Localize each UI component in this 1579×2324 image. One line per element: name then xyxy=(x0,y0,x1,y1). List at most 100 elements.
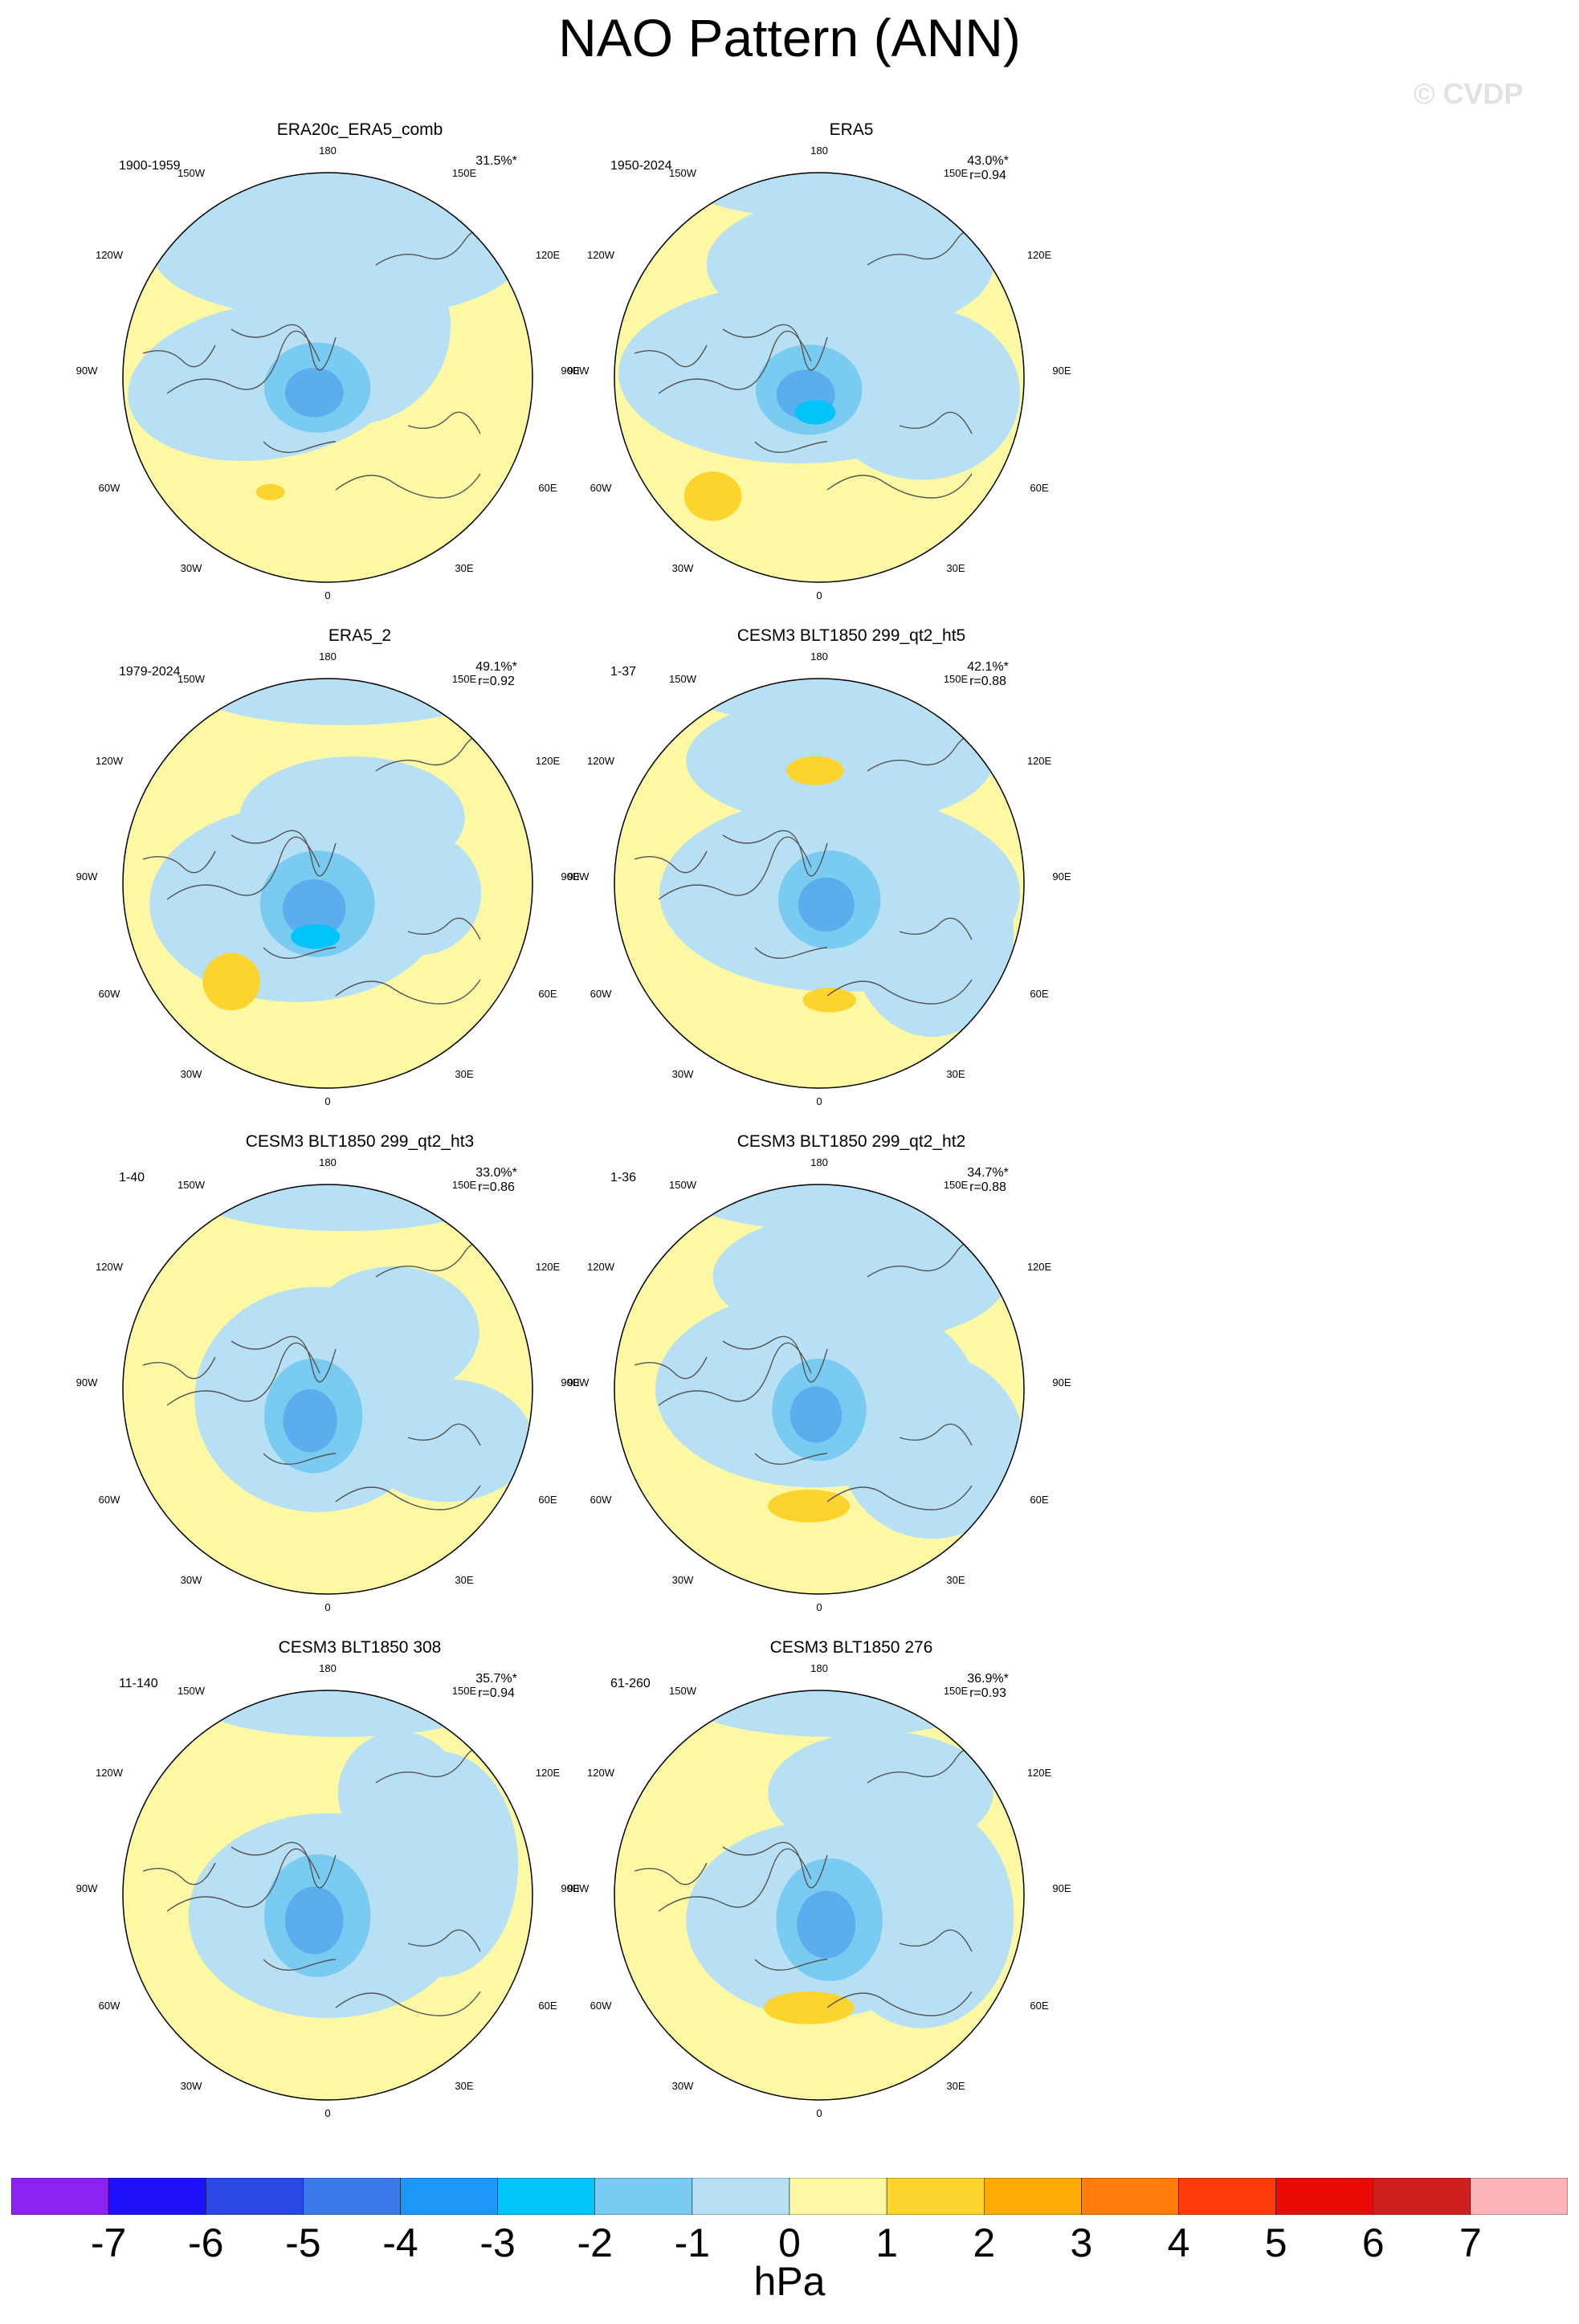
explained-variance: 33.0%* xyxy=(475,1166,517,1180)
explained-variance: 35.7%* xyxy=(475,1672,517,1686)
coastline xyxy=(722,1841,828,1889)
colorbar-swatch xyxy=(886,2178,985,2215)
longitude-label: 150E xyxy=(451,1685,477,1697)
longitude-label: 90W xyxy=(75,870,98,883)
positive-anomaly-core xyxy=(786,756,844,785)
longitude-label: 180 xyxy=(319,145,337,157)
longitude-label: 60W xyxy=(590,482,612,494)
panel-period: 1979-2024 xyxy=(119,665,181,679)
longitude-label: 90W xyxy=(75,1376,98,1388)
polar-map xyxy=(614,1184,1025,1595)
map-panel: CESM3 BLT1850 299_qt2_ht5 1-37 42.1%* r=0.8… xyxy=(386,626,1092,1134)
colorbar xyxy=(11,2178,1568,2215)
longitude-label: 120W xyxy=(96,755,123,767)
panel-period: 1-36 xyxy=(610,1171,637,1184)
coastline xyxy=(826,979,973,1005)
longitude-label: 60E xyxy=(1030,1494,1049,1506)
positive-anomaly-core xyxy=(683,471,742,521)
core-negative-anomaly xyxy=(797,1890,856,1959)
longitude-label: 60E xyxy=(538,1494,557,1506)
colorbar-tick: -4 xyxy=(382,2220,418,2265)
core-negative-anomaly xyxy=(790,1386,843,1443)
coastline xyxy=(407,411,481,434)
longitude-label: 150W xyxy=(177,167,205,179)
polar-map xyxy=(122,678,533,1089)
negative-anomaly-region xyxy=(823,308,1020,480)
longitude-label: 30E xyxy=(455,562,474,574)
coastline xyxy=(826,1991,973,2016)
longitude-label: 120E xyxy=(1026,1767,1052,1779)
longitude-label: 90E xyxy=(561,870,580,883)
coastline xyxy=(722,324,828,371)
longitude-label: 120E xyxy=(535,755,561,767)
coastline xyxy=(166,1848,320,1912)
longitude-label: 30E xyxy=(455,1574,474,1586)
peak-negative-anomaly xyxy=(291,924,341,949)
coastline xyxy=(754,1453,828,1465)
explained-variance: 31.5%* xyxy=(475,154,517,168)
coastline xyxy=(658,330,812,394)
panel-period: 1-37 xyxy=(610,665,637,679)
negative-anomaly-region xyxy=(360,1379,532,1502)
pattern-correlation: r=0.94 xyxy=(478,1686,515,1700)
colorbar-tick: 4 xyxy=(1167,2220,1190,2265)
longitude-label: 30W xyxy=(671,562,694,574)
colorbar-tick: -7 xyxy=(90,2220,127,2265)
map-boundary xyxy=(614,1184,1025,1595)
map-boundary xyxy=(122,172,533,583)
map-panel: ERA5 1950-2024 43.0%* r=0.94 180 0 150W 150E 120… xyxy=(386,120,1092,628)
colorbar-tick: -5 xyxy=(285,2220,321,2265)
longitude-label: 30W xyxy=(671,1068,694,1080)
colorbar-swatch xyxy=(303,2178,401,2215)
explained-variance: 36.9%* xyxy=(967,1672,1009,1686)
negative-anomaly-region xyxy=(190,1184,498,1231)
longitude-label: 120W xyxy=(587,249,614,261)
longitude-label: 30W xyxy=(180,1574,202,1586)
colorbar-swatch xyxy=(400,2178,498,2215)
colorbar-swatch xyxy=(497,2178,595,2215)
longitude-label: 120W xyxy=(96,249,123,261)
colorbar-swatch xyxy=(1470,2178,1568,2215)
colorbar-tick: -6 xyxy=(188,2220,224,2265)
longitude-label: 120W xyxy=(587,1767,614,1779)
core-negative-anomaly xyxy=(284,1886,344,1955)
coastline xyxy=(166,1342,320,1406)
longitude-label: 60W xyxy=(590,2000,612,2012)
explained-variance: 34.7%* xyxy=(967,1166,1009,1180)
longitude-label: 120E xyxy=(535,249,561,261)
longitude-label: 60W xyxy=(590,988,612,1000)
longitude-label: 120E xyxy=(1026,755,1052,767)
negative-anomaly-region xyxy=(681,1184,989,1231)
coastline xyxy=(166,330,320,394)
longitude-label: 180 xyxy=(319,650,337,663)
panel-title: CESM3 BLT1850 299_qt2_ht3 xyxy=(245,1132,475,1151)
panel-title: ERA5_2 xyxy=(328,626,392,645)
longitude-label: 60W xyxy=(98,482,120,494)
core-negative-anomaly xyxy=(798,877,855,932)
peak-negative-anomaly xyxy=(794,400,836,425)
explained-variance: 43.0%* xyxy=(967,154,1009,168)
polar-map xyxy=(614,1690,1025,2101)
longitude-label: 120W xyxy=(587,1261,614,1273)
longitude-label: 150W xyxy=(669,167,696,179)
coastline xyxy=(899,411,973,434)
polar-map xyxy=(122,1690,533,2101)
coastline xyxy=(142,345,216,368)
core-negative-anomaly xyxy=(282,879,346,938)
colorbar-swatch xyxy=(11,2178,109,2215)
longitude-label: 0 xyxy=(324,2107,331,2119)
negative-anomaly-region xyxy=(681,173,989,219)
longitude-label: 60E xyxy=(538,2000,557,2012)
map-panel: ERA20c_ERA5_comb 1900-1959 31.5%* 180 0 150W 1… xyxy=(0,120,601,628)
longitude-label: 60W xyxy=(98,1494,120,1506)
colorbar-swatch xyxy=(1081,2178,1179,2215)
longitude-label: 120W xyxy=(587,755,614,767)
colorbar-tick: -1 xyxy=(674,2220,711,2265)
longitude-label: 150E xyxy=(451,673,477,685)
panel-period: 61-260 xyxy=(610,1677,651,1690)
colorbar-tick: -2 xyxy=(577,2220,613,2265)
coastline xyxy=(407,1423,481,1446)
longitude-label: 120E xyxy=(1026,249,1052,261)
negative-anomaly-region xyxy=(706,195,994,335)
colorbar-units: hPa xyxy=(753,2259,826,2304)
